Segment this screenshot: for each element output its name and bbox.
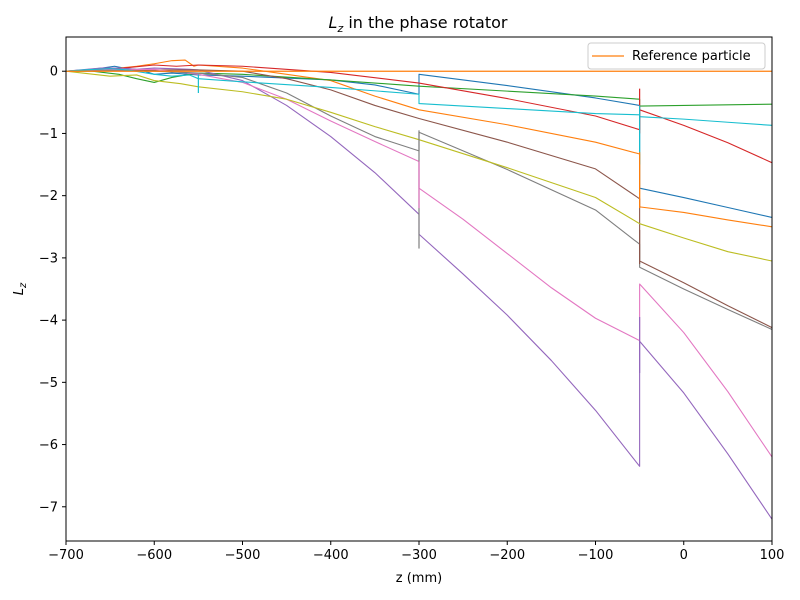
y-axis-label: Lz [12,282,29,295]
legend: Reference particle [587,42,766,70]
y-tick-label: −2 [39,189,58,204]
legend-label-reference: Reference particle [632,49,751,64]
series-line-6 [66,69,772,329]
x-tick-label: −400 [313,548,349,563]
y-tick-label: 0 [50,65,58,80]
series-layer [66,59,772,520]
y-tick-label: −4 [39,314,58,329]
x-tick-label: −100 [578,548,614,563]
x-tick-label: −700 [48,548,84,563]
y-ticks: 0 −1 −2 −3 −4 −5 −6 −7 [39,65,66,515]
series-line-9 [66,70,772,262]
series-line-4 [66,64,772,164]
x-ticks: −700 −600 −500 −400 −300 −200 −100 0 100 [48,541,784,563]
y-tick-label: −3 [39,251,58,266]
y-tick-label: −5 [39,376,58,391]
chart-title: Lz in the phase rotator [329,13,508,35]
x-tick-label: −300 [401,548,437,563]
legend-box [587,42,766,70]
y-tick-label: −6 [39,438,58,453]
x-tick-label: −500 [225,548,261,563]
x-tick-label: −600 [136,548,172,563]
y-tick-label: −7 [39,500,58,515]
x-tick-label: −200 [489,548,525,563]
x-axis-label: z (mm) [396,571,442,586]
x-tick-label: 0 [680,548,688,563]
x-tick-label: 100 [760,548,785,563]
series-line-5 [66,67,772,520]
y-tick-label: −1 [39,127,58,142]
series-line-3 [66,70,772,107]
